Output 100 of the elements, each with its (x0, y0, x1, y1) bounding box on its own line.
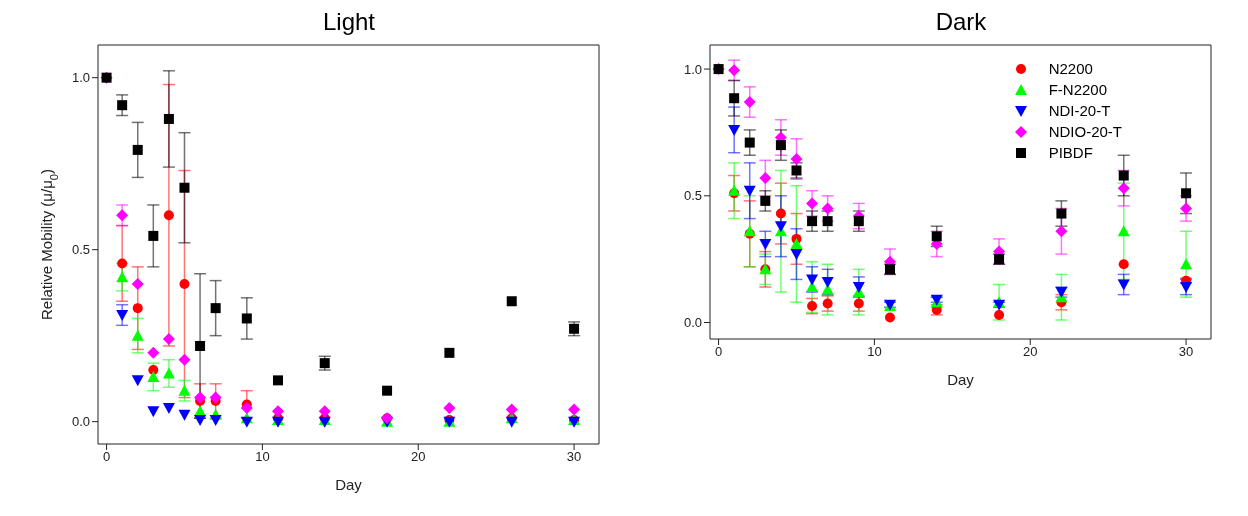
point (209, 414, 222, 426)
point (147, 346, 160, 359)
point (1180, 282, 1193, 294)
legend-label: F-N2200 (1048, 80, 1108, 100)
point (116, 209, 129, 222)
x-tick-label: 0 (714, 344, 723, 360)
point (318, 405, 331, 418)
point (272, 375, 283, 386)
point (178, 409, 191, 421)
point (806, 274, 819, 286)
y-tick-label: 1.0 (71, 70, 90, 86)
point (117, 100, 128, 111)
point (506, 296, 517, 307)
point (162, 402, 175, 414)
y-tick-label: 0.0 (683, 315, 702, 331)
point (884, 312, 895, 323)
point (728, 184, 741, 196)
point (743, 185, 756, 197)
point (807, 216, 818, 227)
point (760, 195, 771, 206)
x-axis-title: Day (947, 371, 975, 388)
point (853, 216, 864, 227)
point (116, 271, 129, 283)
y-tick-label: 0.5 (71, 242, 90, 258)
chart-title: Dark (934, 8, 988, 37)
x-tick-label: 30 (1178, 344, 1194, 360)
point (1180, 258, 1193, 270)
point (162, 333, 175, 346)
legend-label: NDIO-20-T (1048, 122, 1122, 142)
point (1055, 225, 1068, 238)
point (806, 197, 819, 210)
legend-label: N2200 (1048, 59, 1093, 79)
point (505, 403, 518, 416)
y-tick-label: 0.0 (71, 414, 90, 430)
point (163, 210, 174, 221)
point (131, 278, 144, 291)
point (443, 401, 456, 414)
x-tick-label: 30 (566, 449, 582, 465)
point (210, 303, 221, 314)
point (775, 208, 786, 219)
point (241, 313, 252, 324)
point (568, 403, 581, 416)
x-tick-label: 0 (102, 449, 111, 465)
point (1118, 259, 1129, 270)
point (178, 353, 191, 366)
point (994, 309, 1005, 320)
legend-label: PIBDF (1048, 143, 1093, 163)
point (271, 405, 284, 418)
point (759, 172, 772, 185)
point (822, 298, 833, 309)
point (759, 238, 772, 250)
x-tick-label: 20 (411, 449, 426, 465)
point (132, 144, 143, 155)
point (116, 310, 129, 322)
y-tick-label: 0.5 (683, 188, 702, 204)
x-tick-label: 10 (255, 449, 270, 465)
point (147, 370, 160, 382)
y-tick-label: 1.0 (683, 61, 702, 77)
point (179, 182, 190, 193)
point (131, 329, 144, 341)
point (807, 301, 818, 312)
x-axis-title: Day (335, 476, 363, 493)
point (791, 165, 802, 176)
point (131, 375, 144, 387)
point (744, 137, 755, 148)
point (728, 124, 741, 136)
point (1117, 182, 1130, 195)
point (179, 279, 190, 290)
x-tick-label: 20 (1023, 344, 1038, 360)
point (1117, 225, 1130, 237)
point (1118, 170, 1129, 181)
point (790, 237, 803, 249)
point (209, 391, 222, 404)
point (729, 93, 740, 104)
point (1181, 188, 1192, 199)
point (821, 276, 834, 288)
point (163, 113, 174, 124)
point (852, 282, 865, 294)
point (132, 303, 143, 314)
chart-title: Light (321, 8, 376, 37)
point (1056, 208, 1067, 219)
point (117, 258, 128, 269)
point (931, 231, 942, 242)
point (162, 367, 175, 379)
x-tick-label: 10 (867, 344, 882, 360)
point (178, 384, 191, 396)
point (774, 221, 787, 233)
point (505, 416, 518, 428)
point (240, 416, 253, 428)
point (148, 230, 159, 241)
point (444, 347, 455, 358)
point (382, 385, 393, 396)
point (790, 249, 803, 261)
point (821, 202, 834, 215)
point (743, 96, 756, 109)
point (822, 216, 833, 227)
point (240, 401, 253, 414)
point (195, 340, 206, 351)
point (194, 391, 207, 404)
point (728, 64, 741, 77)
